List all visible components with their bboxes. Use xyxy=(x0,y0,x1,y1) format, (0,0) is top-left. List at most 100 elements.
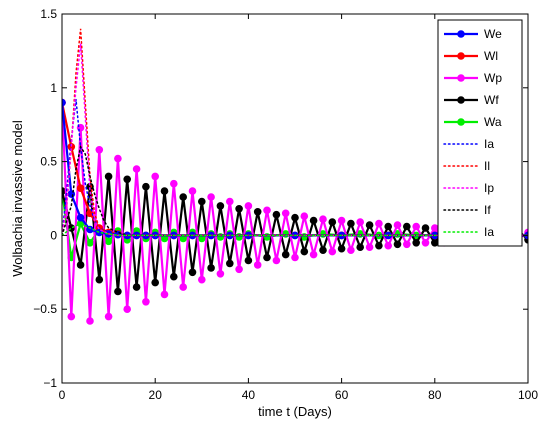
data-point xyxy=(95,275,104,284)
data-point xyxy=(170,179,178,188)
data-point xyxy=(244,202,253,210)
data-point xyxy=(226,259,234,268)
data-point xyxy=(76,213,85,222)
data-point xyxy=(300,212,309,220)
x-axis-label: time t (Days) xyxy=(258,404,332,419)
data-point xyxy=(86,317,94,325)
legend-label: Ia xyxy=(484,137,494,151)
data-point xyxy=(198,275,206,284)
data-point xyxy=(291,213,299,222)
data-point xyxy=(393,240,402,249)
data-point xyxy=(309,216,318,225)
data-point xyxy=(207,193,215,201)
data-point xyxy=(114,154,122,163)
data-point xyxy=(337,244,346,253)
data-point xyxy=(356,243,365,251)
data-point xyxy=(375,241,383,250)
data-point xyxy=(403,222,411,231)
data-point xyxy=(291,253,299,262)
data-point xyxy=(384,222,393,231)
legend: We Wl Wp Wf Wa Ia Il Ip If Ia xyxy=(437,19,523,247)
data-point xyxy=(347,246,355,254)
data-point xyxy=(216,270,225,278)
data-point xyxy=(151,172,159,181)
data-point xyxy=(244,256,253,265)
data-point xyxy=(104,237,113,246)
data-point xyxy=(253,208,262,216)
legend-entry: Ia xyxy=(443,137,494,151)
x-tick-label: 20 xyxy=(149,388,163,402)
data-point xyxy=(160,290,169,299)
legend-entry: Wf xyxy=(444,93,499,107)
x-tick-label: 100 xyxy=(518,388,538,402)
data-point xyxy=(179,193,187,201)
legend-entry: We xyxy=(444,27,502,41)
data-point xyxy=(188,268,197,277)
data-point xyxy=(216,233,225,241)
y-tick-label: −0.5 xyxy=(33,302,57,316)
series-ia-5 xyxy=(62,99,528,237)
x-tick-label: 60 xyxy=(335,388,349,402)
y-tick-label: −1 xyxy=(43,376,57,390)
data-point xyxy=(421,239,430,247)
data-point xyxy=(281,209,290,218)
data-point xyxy=(253,261,262,269)
data-point xyxy=(309,250,318,259)
data-point xyxy=(272,210,281,219)
data-point xyxy=(142,298,150,306)
y-tick-label: 0 xyxy=(50,228,57,242)
legend-entry: Ia xyxy=(443,225,494,239)
legend-label: Wf xyxy=(484,93,499,107)
data-point xyxy=(328,247,337,256)
x-tick-label: 0 xyxy=(59,388,66,402)
data-point xyxy=(67,312,76,321)
legend-marker xyxy=(457,30,465,38)
data-point xyxy=(263,206,271,215)
data-point xyxy=(431,239,439,247)
data-point xyxy=(328,218,337,226)
legend-box xyxy=(437,19,523,247)
legend-marker xyxy=(457,74,465,82)
legend-entry: Il xyxy=(443,159,490,173)
series-ia-9 xyxy=(62,222,528,237)
data-point xyxy=(76,184,85,192)
series-line xyxy=(62,222,528,237)
x-tick-label: 40 xyxy=(242,388,256,402)
data-point xyxy=(375,219,383,228)
data-point xyxy=(151,278,159,287)
legend-entry: If xyxy=(443,203,491,217)
data-point xyxy=(226,197,234,206)
data-point xyxy=(365,221,374,229)
data-point xyxy=(123,305,131,314)
data-point xyxy=(319,246,327,254)
legend-label: Il xyxy=(484,159,490,173)
legend-label: Wa xyxy=(484,115,502,129)
data-point xyxy=(319,215,327,223)
plot-frame xyxy=(61,13,529,384)
legend-label: Wp xyxy=(484,71,502,85)
data-point xyxy=(132,165,141,173)
data-point xyxy=(114,287,122,296)
legend-label: Wl xyxy=(484,49,498,63)
data-point xyxy=(207,264,215,272)
legend-label: If xyxy=(484,203,491,217)
data-point xyxy=(365,243,374,251)
data-point xyxy=(403,240,411,249)
data-point xyxy=(160,187,169,195)
axis-ticks: 0 20 40 60 80 100 −1 −0.5 0 0.5 1 1.5 xyxy=(33,7,538,402)
data-point xyxy=(95,146,104,154)
data-point xyxy=(384,241,393,250)
y-tick-label: 0.5 xyxy=(40,155,57,169)
data-point xyxy=(142,182,150,191)
legend-entry: Wp xyxy=(444,71,502,85)
data-point xyxy=(421,224,430,232)
data-point xyxy=(412,239,421,247)
data-point xyxy=(235,233,243,241)
data-point xyxy=(412,222,421,231)
data-point xyxy=(76,261,85,269)
legend-label: We xyxy=(484,27,502,41)
legend-marker xyxy=(457,118,465,126)
data-point xyxy=(263,253,271,262)
legend-entry: Wl xyxy=(444,49,498,63)
